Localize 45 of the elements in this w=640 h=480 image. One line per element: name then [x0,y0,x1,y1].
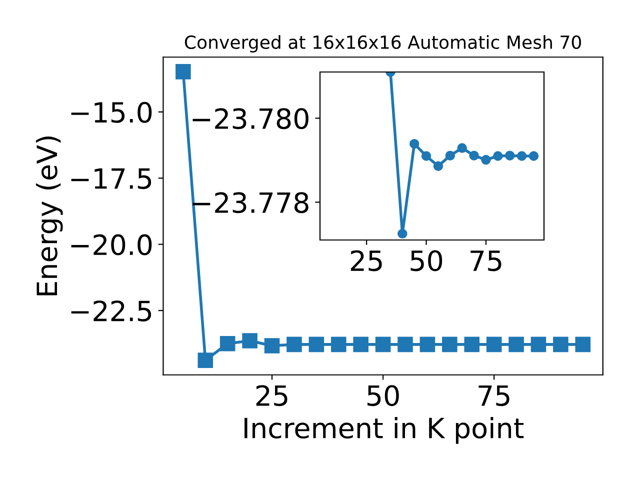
point [504,150,515,160]
point [493,151,503,161]
x-tick-label: 25 [350,250,382,272]
point [553,336,568,352]
point [375,336,391,352]
point [457,143,467,153]
point [242,333,258,348]
x-tick-label: 75 [470,250,502,272]
x-tick-label: 25 [256,385,288,406]
point [442,336,458,352]
x-tick-label: 50 [368,385,399,406]
x-tick-label: 75 [478,385,510,406]
point [445,150,456,160]
point [481,154,491,165]
point [220,336,236,352]
point [469,150,479,160]
point [176,64,191,80]
point [421,151,432,161]
point [433,161,444,171]
point [409,138,420,149]
y-tick-label: −22.5 [71,300,152,322]
point [398,336,413,352]
point [486,336,502,352]
point [464,336,480,352]
y-axis-title: Energy (eV) [36,136,63,296]
point [353,336,368,352]
point [508,336,524,352]
y-tick-label: −17.5 [71,168,152,190]
point [198,352,214,368]
point [286,336,302,352]
y-tick-label: −15.0 [71,102,152,123]
point [528,151,539,161]
point [308,336,324,352]
x-axis-title: Increment in K point [244,417,524,444]
y-tick-label: −23.780 [192,108,308,130]
point [264,338,280,354]
point [530,336,546,352]
point [420,336,436,352]
point [575,336,591,352]
point [516,151,527,161]
chart-title: Converged at 16x16x16 Automatic Mesh 70 [184,35,581,53]
point [330,336,346,352]
y-tick-label: −20.0 [71,234,152,256]
x-tick-label: 50 [410,250,442,272]
point [398,228,408,239]
